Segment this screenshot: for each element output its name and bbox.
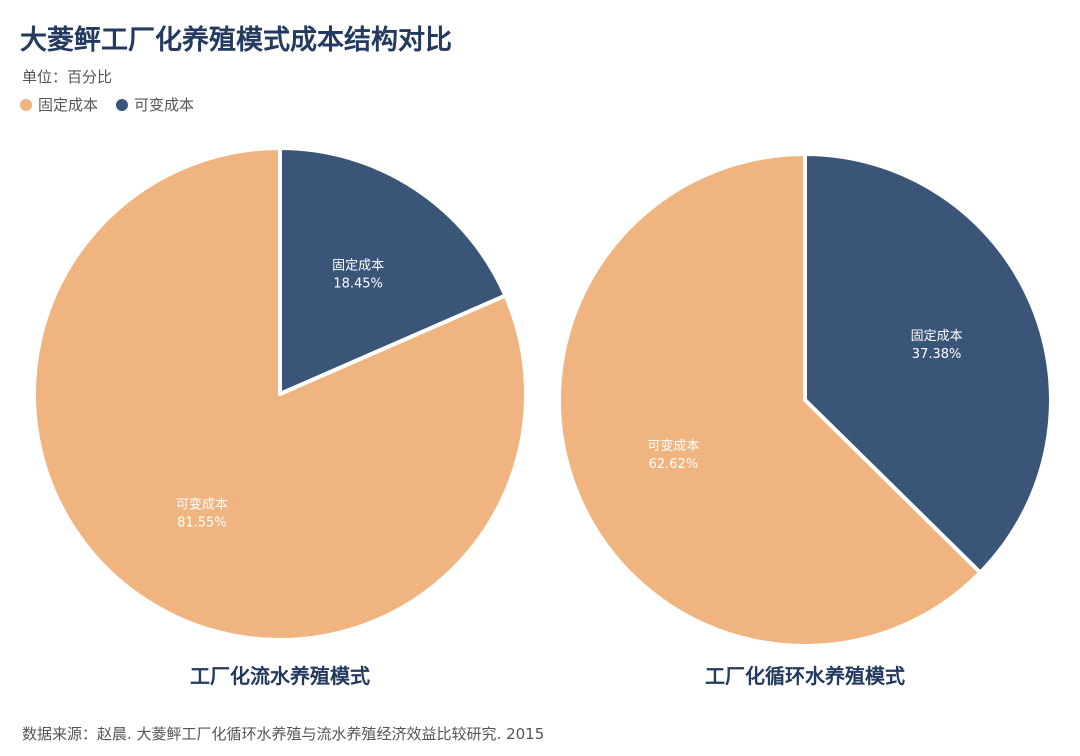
legend-item-fixed-cost: 固定成本 bbox=[20, 94, 98, 115]
slice-label-flow-through-fixed-cost: 固定成本 bbox=[332, 259, 384, 274]
slice-label-recirculating-variable-cost: 可变成本 bbox=[647, 438, 699, 454]
pie-slice-recirculating-fixed-cost bbox=[803, 152, 1053, 575]
source-note: 数据来源：赵晨. 大菱鲆工厂化循环水养殖与流水养殖经济效益比较研究. 2015 bbox=[22, 725, 545, 743]
slice-value-flow-through-fixed-cost: 18.45% bbox=[333, 277, 383, 292]
page-title: 大菱鲆工厂化养殖模式成本结构对比 bbox=[20, 25, 452, 56]
legend-item-variable-cost: 可变成本 bbox=[116, 94, 194, 115]
legend-swatch-fixed-cost bbox=[20, 98, 32, 111]
slice-value-recirculating-variable-cost: 62.62% bbox=[649, 457, 699, 472]
chart-title-flow-through: 工厂化流水养殖模式 bbox=[190, 664, 370, 688]
legend: 固定成本 可变成本 bbox=[20, 94, 212, 115]
slice-value-flow-through-variable-cost: 81.55% bbox=[177, 515, 227, 530]
legend-label-fixed-cost: 固定成本 bbox=[38, 96, 99, 114]
slice-value-recirculating-fixed-cost: 37.38% bbox=[912, 347, 962, 362]
pie-slice-recirculating-variable-cost bbox=[556, 152, 983, 648]
pie-slice-flow-through-variable-cost bbox=[32, 146, 528, 642]
unit-label: 单位：百分比 bbox=[22, 68, 113, 86]
slice-label-recirculating-fixed-cost: 固定成本 bbox=[911, 329, 963, 344]
slice-label-flow-through-variable-cost: 可变成本 bbox=[176, 496, 228, 512]
pie-slice-flow-through-fixed-cost bbox=[278, 146, 508, 396]
legend-swatch-variable-cost bbox=[116, 98, 129, 111]
legend-label-variable-cost: 可变成本 bbox=[134, 96, 195, 114]
chart-title-recirculating: 工厂化循环水养殖模式 bbox=[705, 664, 905, 688]
